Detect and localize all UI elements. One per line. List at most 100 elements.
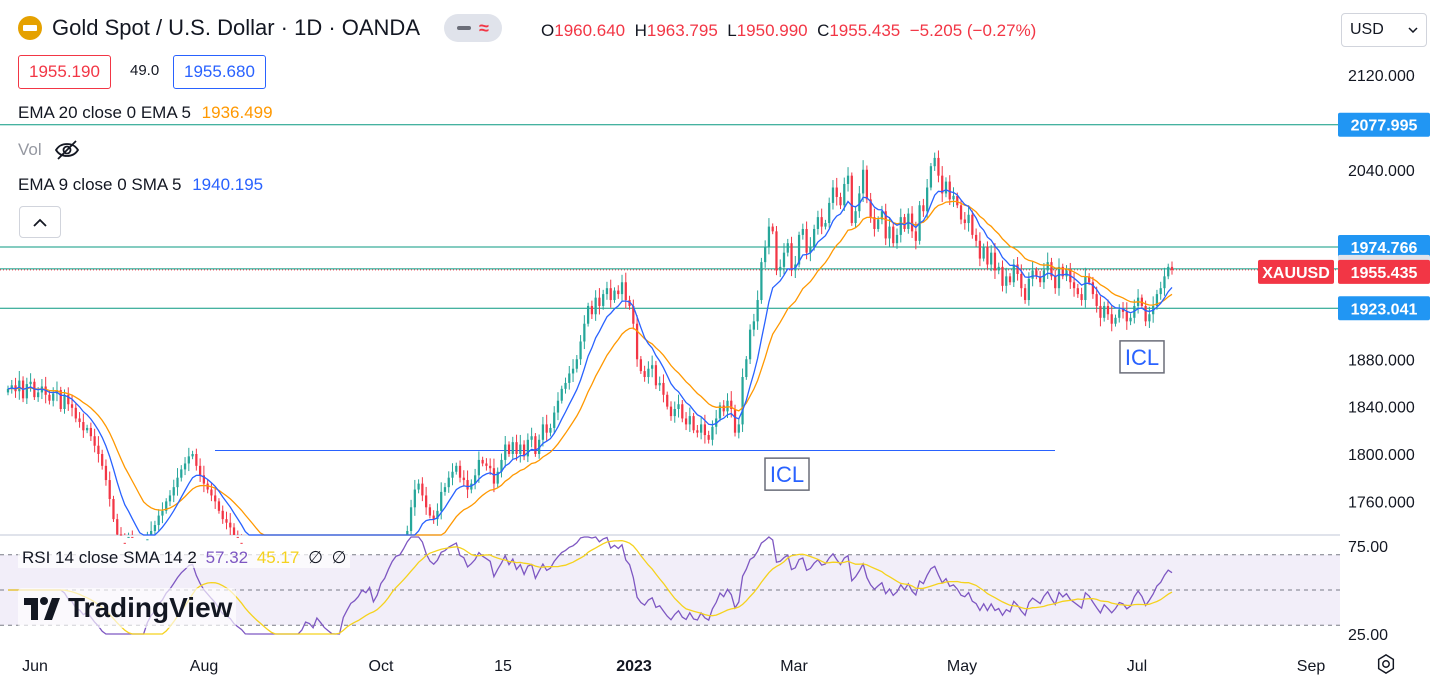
candle bbox=[658, 376, 661, 391]
price-tick-label: 2120.000 bbox=[1348, 68, 1415, 85]
price-tick-label: 2040.000 bbox=[1348, 163, 1415, 180]
candle bbox=[541, 416, 545, 447]
candle-body bbox=[907, 213, 910, 229]
candle-body bbox=[217, 501, 221, 511]
buy-button[interactable]: 1955.680 bbox=[173, 55, 266, 89]
collapse-legend-button[interactable] bbox=[19, 206, 61, 238]
candle-body bbox=[406, 530, 409, 535]
currency-select[interactable]: USD bbox=[1341, 13, 1427, 47]
candle bbox=[669, 401, 673, 421]
time-tick-label: Jul bbox=[1127, 658, 1147, 675]
candle bbox=[609, 279, 612, 308]
candle bbox=[993, 243, 997, 279]
candle bbox=[782, 243, 786, 276]
high-label: H bbox=[634, 21, 647, 40]
candle-body bbox=[1110, 314, 1113, 324]
candle-body bbox=[718, 405, 722, 419]
candle-body bbox=[240, 542, 243, 544]
candle bbox=[89, 422, 93, 441]
candle bbox=[504, 435, 507, 468]
candle-body bbox=[507, 444, 511, 454]
candle-body bbox=[816, 217, 820, 229]
horizontal-lines[interactable] bbox=[0, 124, 1340, 451]
settings-gear-icon[interactable] bbox=[1374, 653, 1398, 675]
spread-value: 49.0 bbox=[130, 62, 160, 79]
candle bbox=[1080, 287, 1083, 306]
candle-body bbox=[598, 297, 601, 306]
candle bbox=[214, 486, 217, 509]
candle-body bbox=[116, 519, 119, 535]
candles[interactable] bbox=[6, 150, 1174, 544]
candle bbox=[696, 424, 699, 438]
candle bbox=[63, 389, 66, 414]
candle bbox=[168, 490, 172, 507]
time-tick-label: Aug bbox=[190, 658, 218, 675]
candle-body bbox=[93, 436, 96, 446]
candle-body bbox=[831, 187, 835, 203]
candle bbox=[481, 456, 484, 467]
candle-body bbox=[1163, 276, 1166, 289]
candle bbox=[828, 197, 831, 228]
ema2-legend[interactable]: EMA 9 close 0 SMA 5 1940.195 bbox=[18, 175, 263, 195]
candle-body bbox=[944, 181, 948, 194]
candle bbox=[432, 510, 435, 524]
candle-body bbox=[153, 525, 157, 531]
candle bbox=[1125, 302, 1128, 330]
candle bbox=[647, 361, 650, 384]
candle-body bbox=[696, 430, 699, 433]
candle bbox=[745, 356, 748, 380]
candle-body bbox=[952, 195, 955, 200]
candle bbox=[684, 412, 688, 431]
candle bbox=[873, 208, 876, 237]
rsi-sma-value: 45.17 bbox=[256, 548, 300, 567]
candle-body bbox=[613, 290, 616, 301]
candle-body bbox=[1057, 266, 1061, 289]
candle bbox=[899, 208, 902, 243]
candle bbox=[1008, 273, 1012, 286]
candle bbox=[583, 315, 586, 350]
level-label-bg bbox=[1338, 296, 1430, 321]
candle bbox=[507, 441, 511, 457]
symbol-header[interactable]: Gold Spot / U.S. Dollar · 1D · OANDA ≈ bbox=[18, 14, 502, 42]
eye-hidden-icon[interactable] bbox=[54, 139, 80, 161]
candle bbox=[1076, 283, 1079, 298]
ema1-legend[interactable]: EMA 20 close 0 EMA 5 1936.499 bbox=[18, 103, 273, 123]
candle-body bbox=[1125, 311, 1128, 322]
candle-body bbox=[1035, 270, 1038, 277]
candle-body bbox=[500, 459, 503, 472]
vol-legend[interactable]: Vol bbox=[18, 139, 80, 161]
candle-body bbox=[1016, 264, 1019, 274]
candle-body bbox=[673, 408, 676, 417]
candle-body bbox=[937, 157, 940, 176]
candle bbox=[183, 457, 187, 476]
candle-body bbox=[760, 262, 763, 301]
candle bbox=[1012, 259, 1015, 288]
candle bbox=[191, 450, 194, 460]
candle-body bbox=[914, 231, 917, 241]
candle bbox=[575, 354, 578, 373]
candle bbox=[146, 531, 149, 541]
candle bbox=[831, 180, 835, 210]
candle-body bbox=[538, 439, 541, 454]
candle-body bbox=[722, 405, 725, 412]
candle bbox=[413, 479, 416, 516]
candle-body bbox=[846, 175, 850, 184]
sell-button[interactable]: 1955.190 bbox=[18, 55, 111, 89]
candle-body bbox=[880, 211, 884, 220]
candle-body bbox=[97, 445, 100, 454]
candle-body bbox=[515, 442, 518, 454]
candle-body bbox=[786, 243, 789, 253]
chart-mode-toggle[interactable]: ≈ bbox=[444, 14, 502, 42]
candle bbox=[477, 451, 481, 483]
candle bbox=[519, 434, 522, 463]
candle-body bbox=[1027, 278, 1030, 301]
candle bbox=[417, 479, 420, 494]
candle bbox=[922, 198, 925, 217]
candle-body bbox=[519, 444, 522, 454]
rsi-legend[interactable]: RSI 14 close SMA 14 2 57.32 45.17 ∅ ∅ bbox=[18, 548, 351, 568]
candle bbox=[662, 374, 665, 403]
candle-body bbox=[850, 175, 853, 224]
candle-body bbox=[605, 288, 609, 295]
tradingview-logo[interactable]: TradingView bbox=[18, 588, 237, 628]
